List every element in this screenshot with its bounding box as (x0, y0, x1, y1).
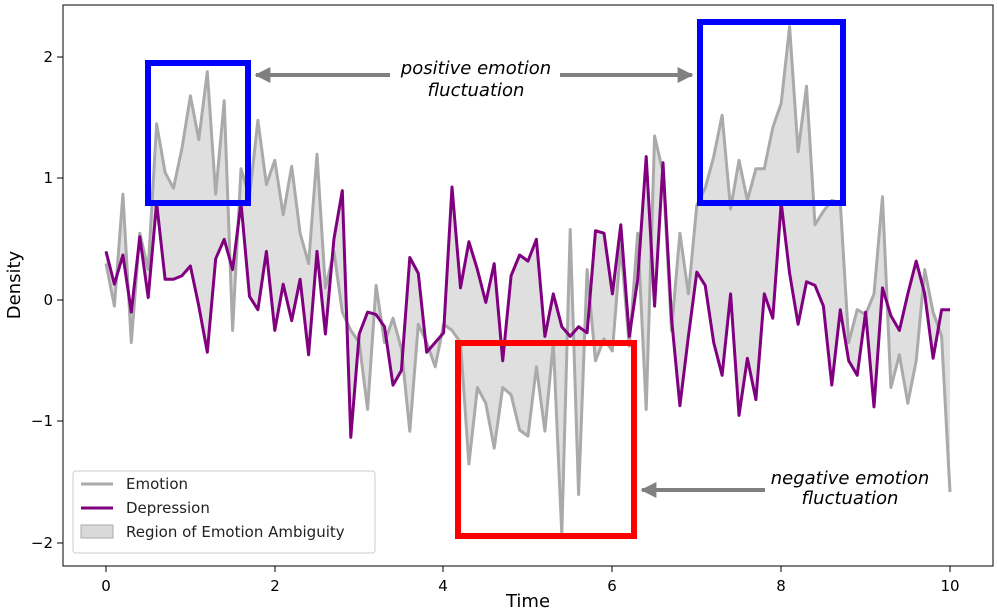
legend-label-emotion: Emotion (126, 475, 188, 493)
legend-label-region: Region of Emotion Ambiguity (126, 523, 345, 541)
negative-fluctuation-box (455, 340, 637, 539)
x-axis: 0 2 4 6 8 10 (101, 566, 960, 595)
x-tick-label: 6 (607, 577, 617, 595)
y-tick-label: −1 (31, 412, 53, 430)
positive-annotation-line-2: fluctuation (428, 80, 525, 101)
y-tick-label: 0 (43, 291, 53, 309)
legend: Emotion Depression Region of Emotion Amb… (72, 470, 376, 554)
x-axis-label: Time (505, 591, 550, 610)
depression-line (104, 155, 950, 439)
positive-fluctuation-box-right (697, 19, 846, 206)
x-tick-label: 10 (940, 577, 959, 595)
negative-annotation-line-1: negative emotion (771, 468, 930, 489)
positive-fluctuation-box-left (145, 60, 251, 206)
plot-frame (62, 4, 994, 567)
y-axis-label: Density (4, 250, 25, 319)
legend-label-depression: Depression (126, 499, 210, 517)
positive-annotation-line-1: positive emotion (400, 58, 551, 79)
y-tick-label: −2 (31, 534, 53, 552)
legend-swatch-region (80, 524, 114, 539)
y-tick-label: 1 (43, 169, 53, 187)
y-axis: −2 −1 0 1 2 (31, 48, 63, 552)
x-tick-label: 0 (101, 577, 111, 595)
x-tick-label: 4 (438, 577, 448, 595)
ambiguity-region-layer (106, 26, 950, 535)
ambiguity-region (106, 26, 950, 535)
x-tick-label: 8 (776, 577, 786, 595)
x-tick-label: 2 (270, 577, 280, 595)
y-tick-label: 2 (43, 48, 53, 66)
legend-box (72, 470, 376, 554)
negative-annotation-line-2: fluctuation (802, 488, 899, 509)
